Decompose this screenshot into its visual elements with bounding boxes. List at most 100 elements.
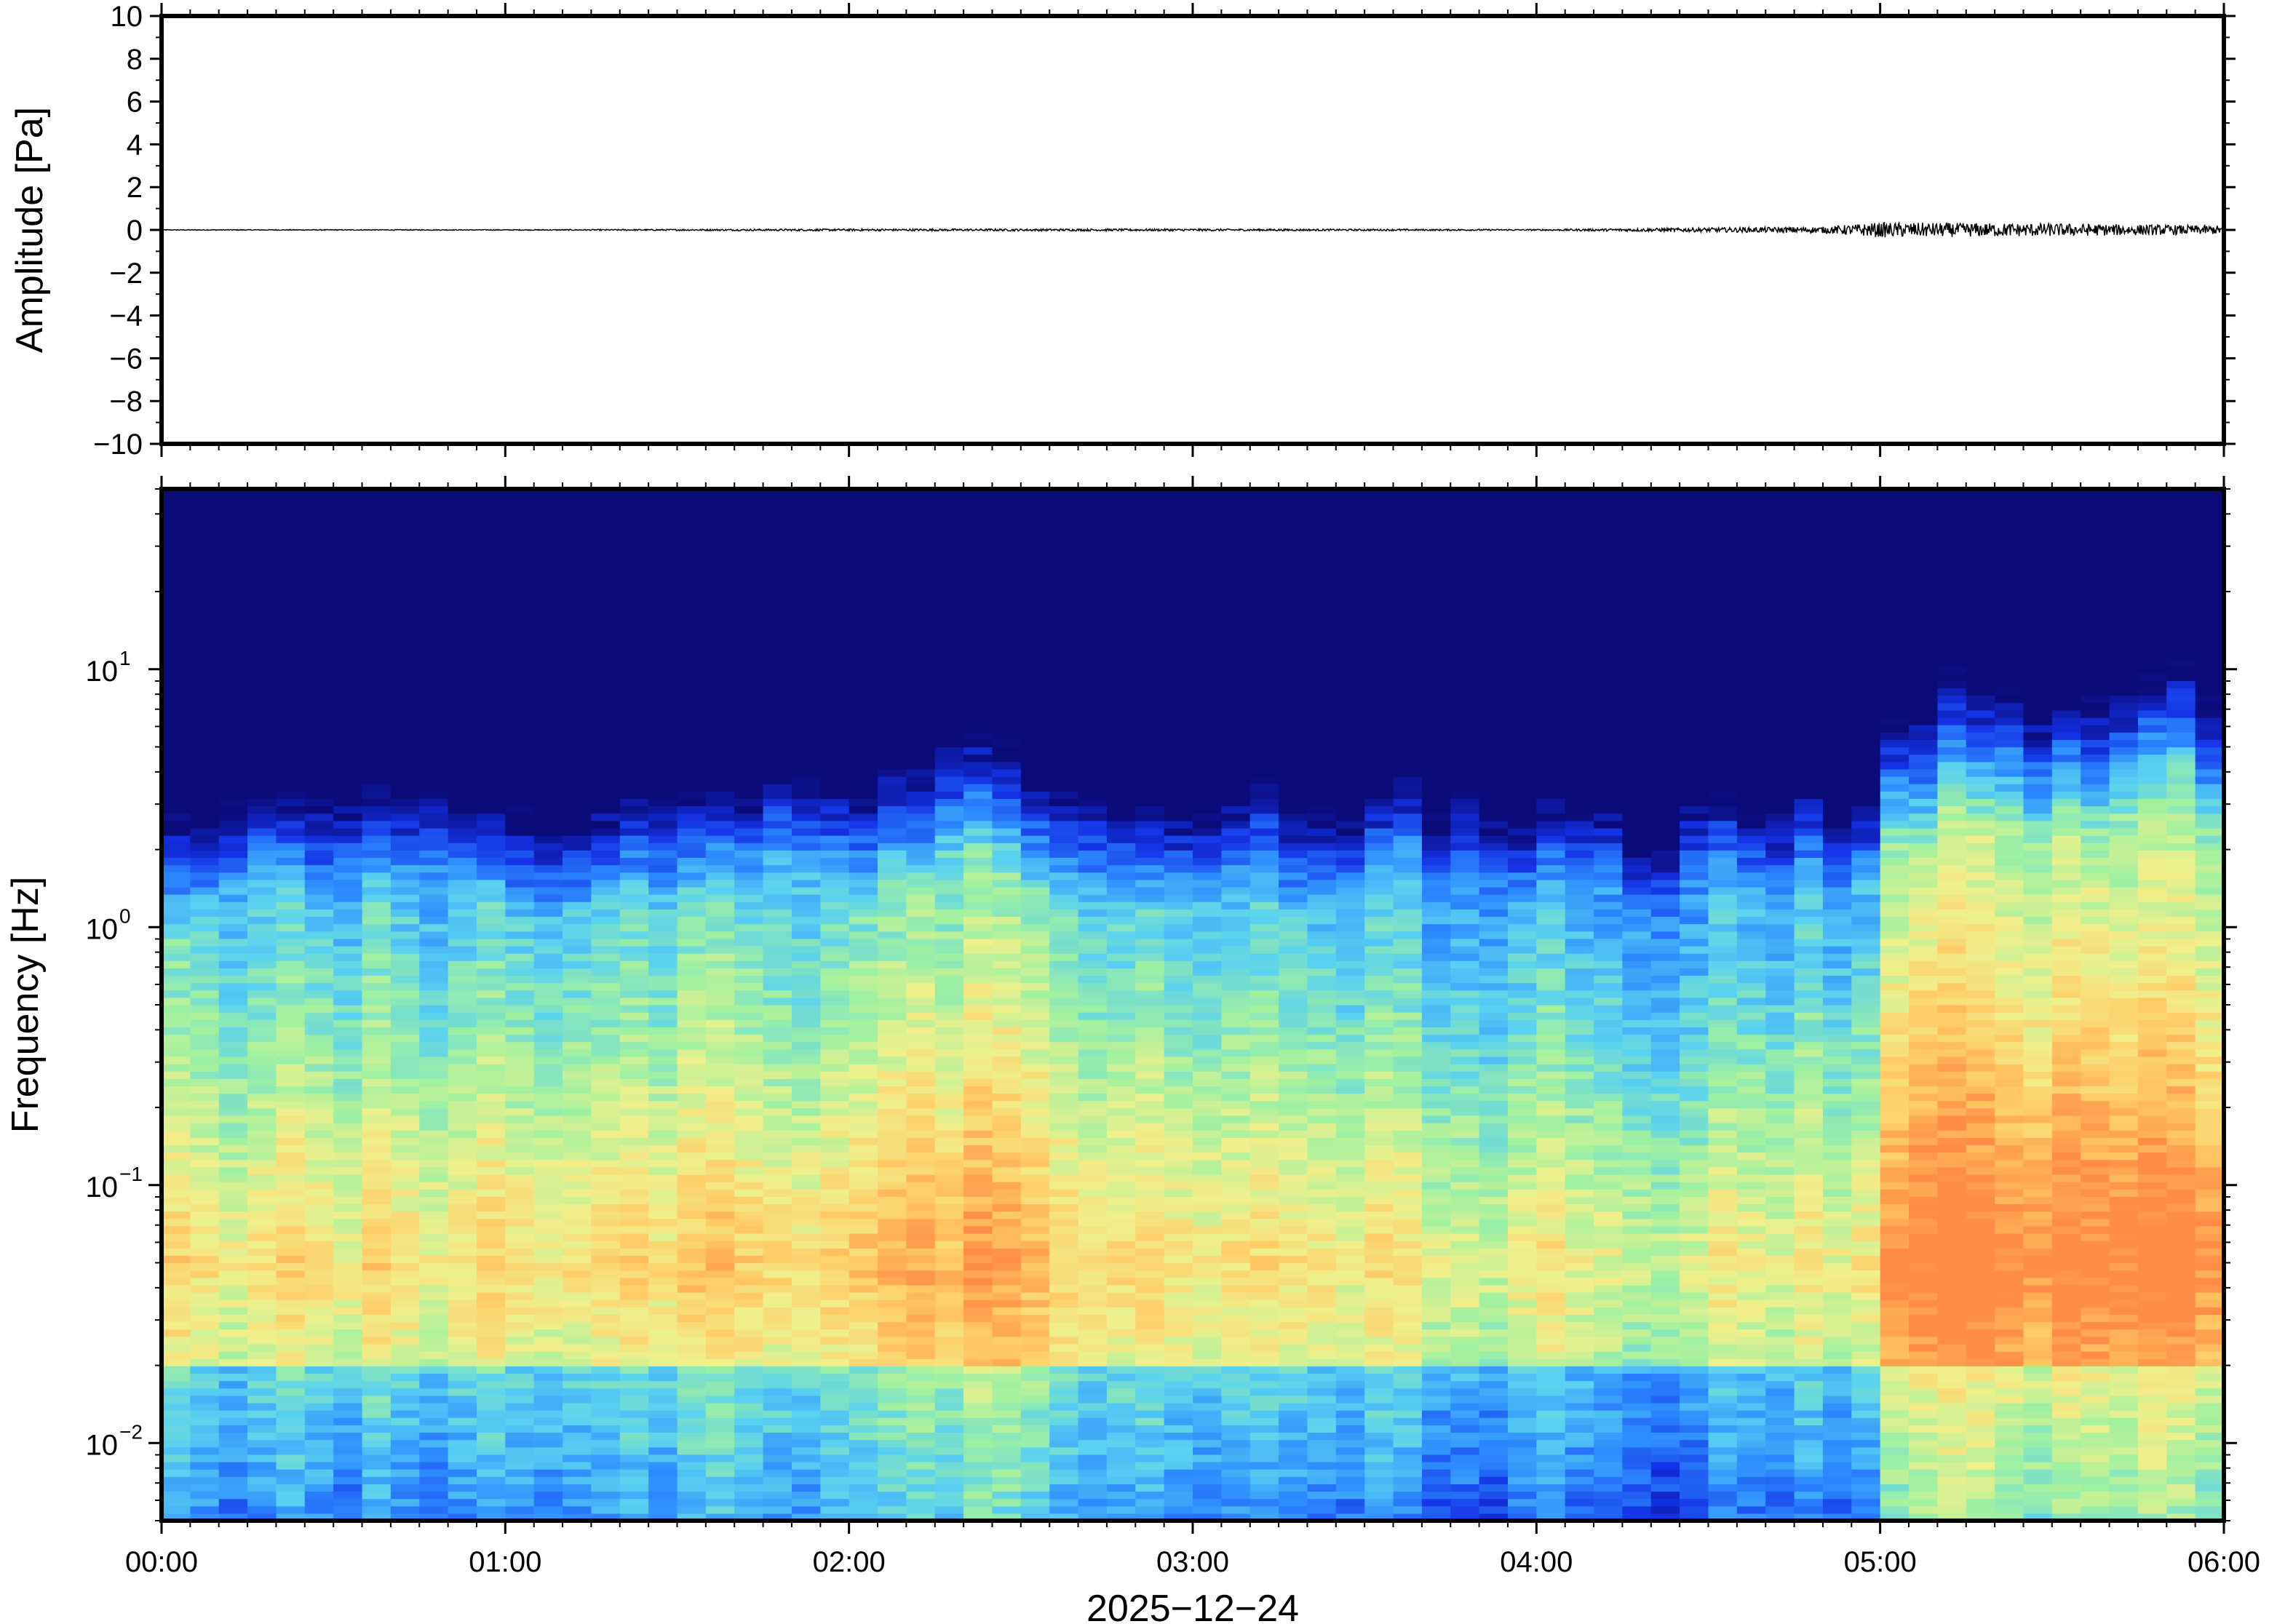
spectrogram-cell xyxy=(791,1336,821,1345)
spectrogram-cell xyxy=(1307,1093,1337,1102)
spectrogram-cell xyxy=(992,968,1022,976)
spectrogram-cell xyxy=(1164,879,1193,888)
spectrogram-cell xyxy=(934,1388,964,1396)
spectrogram-cell xyxy=(362,938,392,947)
spectrogram-cell xyxy=(505,997,535,1006)
spectrogram-cell xyxy=(218,1174,248,1182)
spectrogram-cell xyxy=(276,1107,306,1116)
spectrogram-cell xyxy=(333,1410,363,1418)
spectrogram-cell xyxy=(1020,1380,1050,1389)
spectrogram-cell xyxy=(1279,1241,1308,1249)
spectrogram-cell xyxy=(648,791,678,799)
spectrogram-cell xyxy=(390,1321,420,1330)
spectrogram-cell xyxy=(304,997,334,1006)
spectrogram-cell xyxy=(1364,1321,1394,1330)
spectrogram-cell xyxy=(533,1439,563,1448)
spectrogram-cell xyxy=(1335,960,1365,968)
spectrogram-cell xyxy=(1249,754,1279,763)
spectrogram-cell xyxy=(448,1373,477,1382)
spectrogram-cell xyxy=(849,990,878,998)
spectrogram-cell xyxy=(820,1005,850,1013)
spectrogram-cell xyxy=(734,1189,764,1197)
spectrogram-cell xyxy=(476,975,506,984)
spectrogram-cell xyxy=(1221,1469,1251,1477)
spectrogram-cell xyxy=(419,1336,449,1345)
spectrogram-cell xyxy=(476,1329,506,1337)
spectrogram-cell xyxy=(390,916,420,925)
spectrogram-cell xyxy=(419,879,449,888)
spectrogram-cell xyxy=(1193,1166,1222,1175)
spectrogram-cell xyxy=(333,1048,363,1057)
spectrogram-cell xyxy=(1020,1012,1050,1020)
spectrogram-cell xyxy=(1335,1100,1365,1109)
spectrogram-cell xyxy=(849,835,878,843)
spectrogram-cell xyxy=(1335,1262,1365,1271)
spectrogram-cell xyxy=(1307,835,1337,843)
spectrogram-cell xyxy=(1221,1174,1251,1182)
spectrogram-cell xyxy=(1279,1307,1308,1315)
spectrogram-cell xyxy=(505,975,535,984)
spectrogram-cell xyxy=(963,990,993,998)
spectrogram-cell xyxy=(1020,1439,1050,1448)
spectrogram-cell xyxy=(791,739,821,748)
spectrogram-cell xyxy=(934,1292,964,1300)
spectrogram-cell xyxy=(247,1123,277,1131)
spectrogram-cell xyxy=(1393,1513,1423,1521)
spectrogram-cell xyxy=(276,1446,306,1455)
spectrogram-cell xyxy=(1221,1203,1251,1212)
spectrogram-cell xyxy=(1135,1410,1165,1418)
spectrogram-cell xyxy=(591,739,621,748)
spectrogram-cell xyxy=(448,1166,477,1175)
spectrogram-cell xyxy=(849,1145,878,1153)
spectrogram-cell xyxy=(934,1417,964,1425)
spectrogram-cell xyxy=(1193,1078,1222,1087)
spectrogram-cell xyxy=(162,827,191,836)
spectrogram-cell xyxy=(906,1130,936,1138)
spectrogram-cell xyxy=(1078,1086,1108,1094)
spectrogram-cell xyxy=(791,931,821,939)
spectrogram-cell xyxy=(1279,1115,1308,1123)
spectrogram-cell xyxy=(1307,850,1337,859)
spectrogram-cell xyxy=(1335,725,1365,733)
spectrogram-cell xyxy=(878,923,907,932)
spectrogram-cell xyxy=(734,820,764,829)
spectrogram-cell xyxy=(390,1048,420,1057)
spectrogram-cell xyxy=(1307,1012,1337,1020)
spectrogram-cell xyxy=(705,1056,735,1064)
spectrogram-cell xyxy=(849,1395,878,1404)
spectrogram-cell xyxy=(505,1248,535,1256)
spectrogram-cell xyxy=(1307,1152,1337,1161)
spectrogram-cell xyxy=(476,1513,506,1521)
spectrogram-cell xyxy=(1049,1402,1079,1411)
spectrogram-cell xyxy=(1078,1513,1108,1521)
spectrogram-cell xyxy=(1078,835,1108,843)
spectrogram-cell xyxy=(448,1034,477,1043)
spectrogram-cell xyxy=(992,688,1022,696)
spectrogram-cell xyxy=(1193,1005,1222,1013)
spectrogram-cell xyxy=(1020,1476,1050,1484)
spectrogram-cell xyxy=(1335,850,1365,859)
spectrogram-cell xyxy=(304,1314,334,1323)
spectrogram-cell xyxy=(1249,1086,1279,1094)
spectrogram-cell xyxy=(1279,909,1308,918)
spectrogram-cell xyxy=(591,1107,621,1116)
spectrogram-cell xyxy=(906,1093,936,1102)
spectrogram-cell xyxy=(1078,1189,1108,1197)
spectrogram-cell xyxy=(963,843,993,851)
spectrogram-cell xyxy=(476,1425,506,1433)
spectrogram-cell xyxy=(190,968,220,976)
spectrogram-cell xyxy=(276,945,306,954)
spectrogram-cell xyxy=(162,864,191,873)
spectrogram-cell xyxy=(1364,1100,1394,1109)
spectrogram-cell xyxy=(276,798,306,807)
spectrogram-cell xyxy=(533,1469,563,1477)
spectrogram-cell xyxy=(763,666,792,674)
spectrogram-cell xyxy=(505,1218,535,1227)
spectrogram-cell xyxy=(705,1476,735,1484)
spectrogram-cell xyxy=(906,725,936,733)
spectrogram-cell xyxy=(648,1041,678,1050)
spectrogram-cell xyxy=(1135,1123,1165,1131)
spectrogram-cell xyxy=(276,1484,306,1492)
spectrogram-cell xyxy=(1020,1145,1050,1153)
spectrogram-cell xyxy=(563,1343,592,1352)
